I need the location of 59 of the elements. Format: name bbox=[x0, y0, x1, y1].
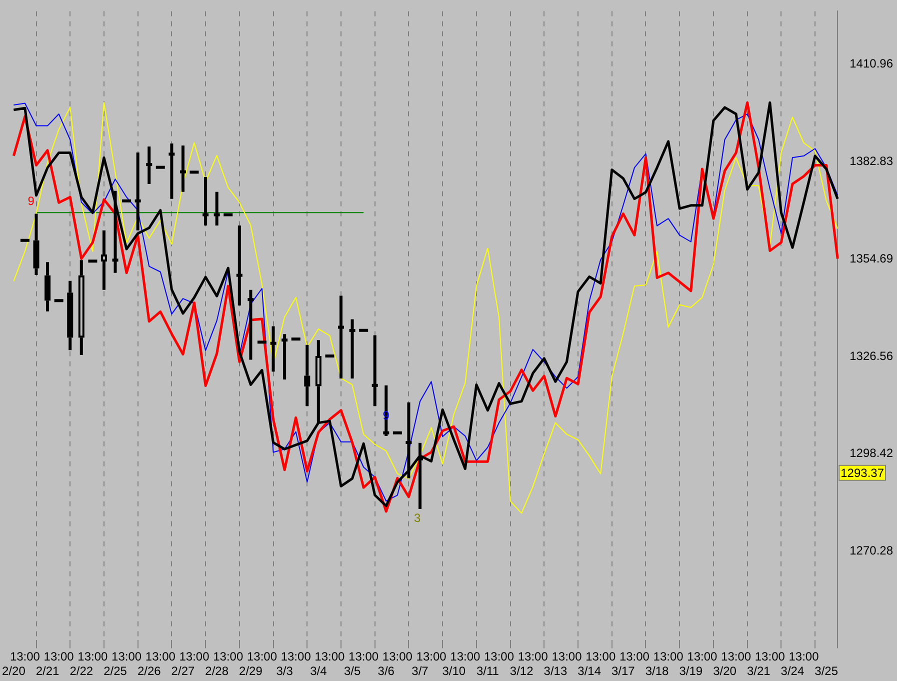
x-tick-label: 3/20 bbox=[713, 664, 737, 678]
x-tick-label: 3/25 bbox=[814, 664, 838, 678]
x-tick-label: 13:00 bbox=[112, 650, 142, 664]
y-tick-label: 1354.69 bbox=[850, 251, 894, 266]
annotation: 9 bbox=[28, 194, 35, 208]
x-tick-label: 3/19 bbox=[679, 664, 703, 678]
x-tick-label: 3/5 bbox=[344, 664, 361, 678]
x-tick-label: 13:00 bbox=[416, 650, 447, 664]
x-tick-label: 2/22 bbox=[70, 664, 94, 678]
x-tick-label: 3/3 bbox=[276, 664, 294, 678]
x-tick-label: 13:00 bbox=[314, 650, 346, 664]
x-tick-label: 13:00 bbox=[788, 650, 820, 664]
x-tick-label: 13:00 bbox=[145, 650, 176, 664]
x-tick-label: 3/21 bbox=[746, 664, 771, 678]
annotation: 3 bbox=[414, 511, 422, 526]
x-tick-label: 13:00 bbox=[552, 650, 582, 664]
x-tick-label: 3/7 bbox=[412, 664, 429, 678]
x-tick-label: 13:00 bbox=[754, 650, 786, 664]
y-tick-label: 1298.42 bbox=[850, 446, 894, 460]
x-tick-label: 13:00 bbox=[484, 650, 514, 664]
x-tick-label: 3/11 bbox=[476, 664, 500, 678]
x-tick-label: 2/21 bbox=[36, 664, 60, 678]
x-tick-label: 3/24 bbox=[780, 664, 804, 678]
x-tick-label: 13:00 bbox=[280, 650, 312, 664]
x-tick-label: 13:00 bbox=[246, 650, 278, 664]
x-tick-label: 3/13 bbox=[544, 664, 568, 678]
x-tick-label: 3/6 bbox=[378, 664, 395, 678]
y-tick-label: 1326.56 bbox=[850, 348, 894, 363]
x-tick-label: 2/20 bbox=[2, 664, 26, 678]
x-tick-label: 13:00 bbox=[382, 650, 413, 664]
x-tick-label: 2/26 bbox=[137, 664, 162, 678]
x-tick-label: 13:00 bbox=[518, 650, 548, 664]
x-tick-label: 3/4 bbox=[310, 664, 328, 678]
x-tick-label: 13:00 bbox=[348, 650, 379, 664]
annotation: 9 bbox=[382, 408, 390, 423]
x-tick-label: 2/28 bbox=[205, 664, 229, 678]
y-tick-label: 1410.96 bbox=[850, 56, 894, 71]
x-tick-label: 13:00 bbox=[586, 650, 616, 664]
x-tick-label: 13:00 bbox=[10, 650, 40, 664]
x-tick-label: 3/12 bbox=[510, 664, 534, 678]
x-tick-label: 3/17 bbox=[611, 664, 636, 678]
x-tick-label: 2/29 bbox=[239, 664, 263, 678]
x-tick-label: 13:00 bbox=[44, 650, 74, 664]
x-tick-label: 13:00 bbox=[721, 650, 752, 664]
x-tick-label: 3/14 bbox=[578, 664, 602, 678]
x-tick-label: 13:00 bbox=[653, 650, 684, 664]
y-tick-label: 1270.28 bbox=[850, 544, 894, 558]
x-tick-label: 3/10 bbox=[442, 664, 466, 678]
x-tick-label: 13:00 bbox=[450, 650, 480, 664]
annotation: 1293.37 bbox=[840, 466, 884, 480]
x-tick-label: 13:00 bbox=[687, 650, 718, 664]
y-tick-label: 1382.83 bbox=[850, 154, 894, 168]
x-tick-label: 13:00 bbox=[179, 650, 210, 664]
x-tick-label: 13:00 bbox=[619, 650, 650, 664]
x-tick-label: 13:00 bbox=[78, 650, 108, 664]
x-tick-label: 13:00 bbox=[213, 650, 244, 664]
x-tick-label: 3/18 bbox=[645, 664, 670, 678]
x-tick-label: 2/27 bbox=[171, 664, 195, 678]
x-tick-label: 2/25 bbox=[104, 664, 128, 678]
